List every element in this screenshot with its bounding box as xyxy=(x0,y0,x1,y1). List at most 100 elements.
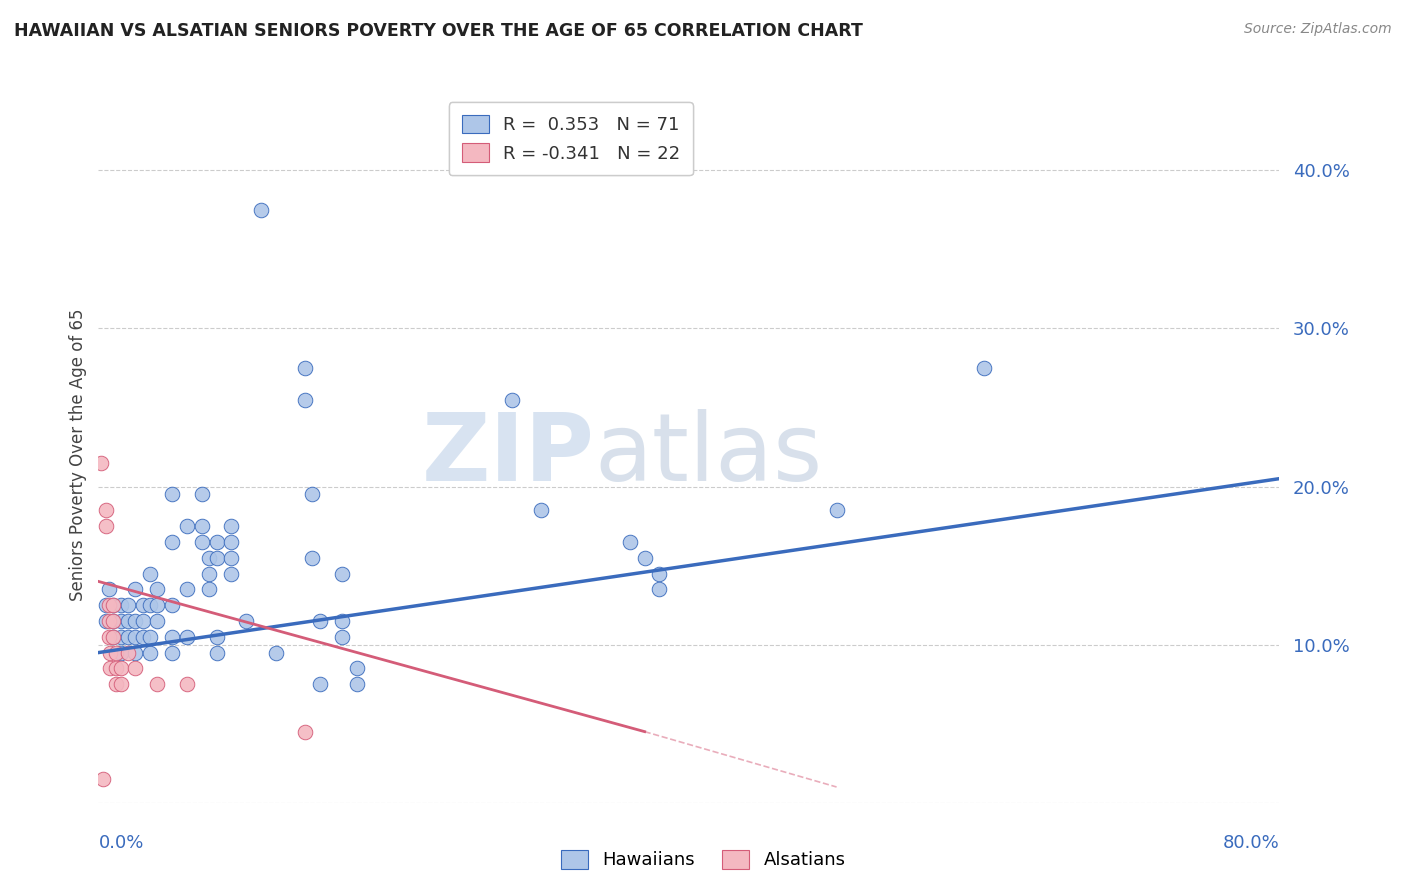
Point xyxy=(124,646,146,660)
Point xyxy=(301,487,323,501)
Point xyxy=(176,582,198,597)
Point xyxy=(176,519,198,533)
Point xyxy=(346,677,368,691)
Point xyxy=(94,519,117,533)
Point xyxy=(301,550,323,565)
Legend: Hawaiians, Alsatians: Hawaiians, Alsatians xyxy=(551,841,855,879)
Point xyxy=(90,456,112,470)
Point xyxy=(205,534,228,549)
Point xyxy=(139,646,162,660)
Y-axis label: Seniors Poverty Over the Age of 65: Seniors Poverty Over the Age of 65 xyxy=(69,309,87,601)
Point xyxy=(309,677,332,691)
Point xyxy=(198,566,221,581)
Point xyxy=(146,582,169,597)
Point xyxy=(124,582,146,597)
Legend: R =  0.353   N = 71, R = -0.341   N = 22: R = 0.353 N = 71, R = -0.341 N = 22 xyxy=(449,103,693,175)
Point xyxy=(250,202,273,217)
Point xyxy=(501,392,523,407)
Point xyxy=(105,677,128,691)
Text: HAWAIIAN VS ALSATIAN SENIORS POVERTY OVER THE AGE OF 65 CORRELATION CHART: HAWAIIAN VS ALSATIAN SENIORS POVERTY OVE… xyxy=(14,22,863,40)
Point xyxy=(294,724,316,739)
Point xyxy=(176,677,198,691)
Point xyxy=(973,360,995,375)
Point xyxy=(139,598,162,612)
Point xyxy=(264,646,287,660)
Point xyxy=(98,646,121,660)
Point xyxy=(124,630,146,644)
Text: Source: ZipAtlas.com: Source: ZipAtlas.com xyxy=(1244,22,1392,37)
Point xyxy=(97,582,120,597)
Point xyxy=(146,677,169,691)
Point xyxy=(117,614,139,628)
Point xyxy=(146,614,169,628)
Point xyxy=(117,598,139,612)
Point xyxy=(235,614,257,628)
Point xyxy=(94,598,117,612)
Point xyxy=(132,614,155,628)
Point xyxy=(205,550,228,565)
Point xyxy=(132,598,155,612)
Point xyxy=(132,630,155,644)
Point xyxy=(117,646,139,660)
Point xyxy=(294,360,316,375)
Point xyxy=(103,630,125,644)
Text: 80.0%: 80.0% xyxy=(1223,834,1279,852)
Point xyxy=(648,566,671,581)
Text: ZIP: ZIP xyxy=(422,409,595,501)
Point xyxy=(191,519,214,533)
Point xyxy=(176,630,198,644)
Point xyxy=(103,614,125,628)
Point xyxy=(648,582,671,597)
Point xyxy=(105,646,128,660)
Point xyxy=(98,661,121,675)
Point xyxy=(105,661,128,675)
Point xyxy=(198,550,221,565)
Point xyxy=(139,566,162,581)
Point xyxy=(110,598,132,612)
Point xyxy=(219,550,242,565)
Point xyxy=(330,630,353,644)
Text: atlas: atlas xyxy=(595,409,823,501)
Point xyxy=(146,598,169,612)
Point xyxy=(205,646,228,660)
Point xyxy=(103,598,125,612)
Point xyxy=(346,661,368,675)
Point xyxy=(309,614,332,628)
Point xyxy=(103,598,125,612)
Point xyxy=(825,503,848,517)
Point xyxy=(219,534,242,549)
Point xyxy=(191,534,214,549)
Point xyxy=(124,661,146,675)
Point xyxy=(124,614,146,628)
Point xyxy=(330,614,353,628)
Point xyxy=(619,534,641,549)
Point xyxy=(110,646,132,660)
Point xyxy=(117,630,139,644)
Point xyxy=(94,503,117,517)
Point xyxy=(97,630,120,644)
Point xyxy=(219,566,242,581)
Point xyxy=(110,661,132,675)
Point xyxy=(162,598,183,612)
Point xyxy=(110,630,132,644)
Point xyxy=(294,392,316,407)
Point xyxy=(94,614,117,628)
Point xyxy=(103,630,125,644)
Point xyxy=(191,487,214,501)
Point xyxy=(97,614,120,628)
Point xyxy=(139,630,162,644)
Point xyxy=(530,503,553,517)
Point xyxy=(162,646,183,660)
Point xyxy=(198,582,221,597)
Point xyxy=(219,519,242,533)
Point xyxy=(103,614,125,628)
Point xyxy=(110,614,132,628)
Point xyxy=(205,630,228,644)
Point xyxy=(162,487,183,501)
Point xyxy=(110,677,132,691)
Point xyxy=(330,566,353,581)
Point xyxy=(162,630,183,644)
Point xyxy=(162,534,183,549)
Text: 0.0%: 0.0% xyxy=(98,834,143,852)
Point xyxy=(97,598,120,612)
